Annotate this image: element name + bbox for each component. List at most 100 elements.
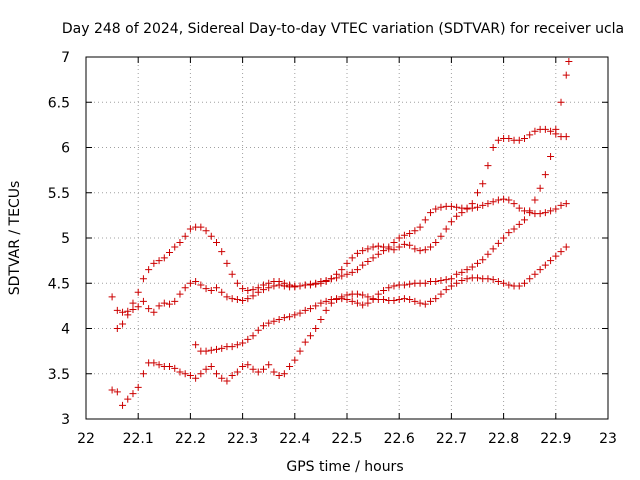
data-point xyxy=(541,171,549,179)
y-tick-label: 3 xyxy=(61,412,70,428)
data-point xyxy=(411,297,419,305)
data-point xyxy=(207,232,215,240)
data-point xyxy=(374,242,382,250)
data-point xyxy=(275,277,283,285)
data-point xyxy=(176,368,184,376)
data-point xyxy=(327,275,335,283)
y-tick-label: 6 xyxy=(61,141,70,157)
data-point xyxy=(541,261,549,269)
data-point xyxy=(139,275,147,283)
data-point xyxy=(500,234,508,242)
data-point xyxy=(202,227,210,235)
data-point xyxy=(327,296,335,304)
data-point xyxy=(265,319,273,327)
data-point xyxy=(213,284,220,292)
data-point xyxy=(474,259,481,267)
data-point xyxy=(515,204,523,212)
data-point xyxy=(463,266,471,274)
data-point xyxy=(119,320,127,328)
y-tick-label: 4.5 xyxy=(48,276,70,292)
data-point xyxy=(129,390,137,398)
data-point xyxy=(150,308,158,316)
data-point xyxy=(458,277,466,285)
data-point xyxy=(286,363,294,371)
data-point xyxy=(166,363,174,371)
data-point xyxy=(562,243,570,251)
data-point xyxy=(348,254,356,262)
data-point xyxy=(134,303,142,311)
data-point xyxy=(108,293,116,301)
data-point xyxy=(202,285,210,293)
data-point xyxy=(259,365,267,373)
data-point xyxy=(515,282,523,290)
data-point xyxy=(380,243,388,251)
data-point xyxy=(213,370,220,378)
data-point xyxy=(390,296,398,304)
data-point xyxy=(139,370,147,378)
data-point xyxy=(557,248,565,256)
data-point xyxy=(453,212,461,220)
x-tick-label: 22.1 xyxy=(123,431,154,447)
data-point xyxy=(526,207,534,215)
data-point xyxy=(468,263,476,271)
data-point xyxy=(505,281,513,289)
data-point xyxy=(385,284,393,292)
data-point xyxy=(139,297,147,305)
data-point xyxy=(489,198,497,206)
y-axis-label: SDTVAR / TECUs xyxy=(7,181,23,296)
data-point xyxy=(291,311,299,319)
data-point xyxy=(233,296,241,304)
data-point xyxy=(536,184,544,192)
data-point xyxy=(479,180,487,188)
data-point xyxy=(233,368,241,376)
data-point xyxy=(427,209,435,217)
data-point xyxy=(249,365,257,373)
data-point xyxy=(280,279,288,287)
data-point xyxy=(520,279,528,287)
data-point xyxy=(228,270,236,278)
data-point xyxy=(541,125,549,133)
data-point xyxy=(395,243,403,251)
data-point xyxy=(364,299,372,307)
data-point xyxy=(119,401,127,409)
data-point xyxy=(197,281,205,289)
x-axis-label: GPS time / hours xyxy=(286,459,403,475)
data-point xyxy=(322,306,330,314)
data-point xyxy=(411,227,419,235)
data-point xyxy=(526,275,534,283)
y-tick-label: 4 xyxy=(61,322,70,338)
data-point xyxy=(489,144,497,151)
data-point xyxy=(432,295,440,303)
data-point xyxy=(395,296,403,304)
x-tick-label: 22.3 xyxy=(227,431,258,447)
data-point xyxy=(353,290,361,298)
data-point xyxy=(359,291,367,299)
data-point xyxy=(442,276,450,284)
data-point xyxy=(400,231,408,239)
data-point xyxy=(447,275,455,283)
data-point xyxy=(129,305,137,313)
data-point xyxy=(547,207,555,215)
data-point xyxy=(552,125,560,133)
data-point xyxy=(343,259,351,267)
data-point xyxy=(447,218,455,226)
data-point xyxy=(453,203,461,211)
data-point xyxy=(249,332,257,340)
data-point xyxy=(437,277,445,285)
data-point xyxy=(108,386,116,394)
data-point xyxy=(233,341,241,349)
data-point xyxy=(338,266,346,274)
data-point xyxy=(380,296,388,304)
data-point xyxy=(437,232,445,240)
data-point xyxy=(171,243,179,251)
data-point xyxy=(390,282,398,290)
data-point xyxy=(312,302,320,310)
data-point xyxy=(223,293,231,301)
data-point xyxy=(275,372,283,380)
data-point xyxy=(565,58,573,66)
data-point xyxy=(364,293,372,301)
data-point xyxy=(244,361,252,369)
data-point xyxy=(197,223,205,231)
data-point xyxy=(489,276,497,284)
